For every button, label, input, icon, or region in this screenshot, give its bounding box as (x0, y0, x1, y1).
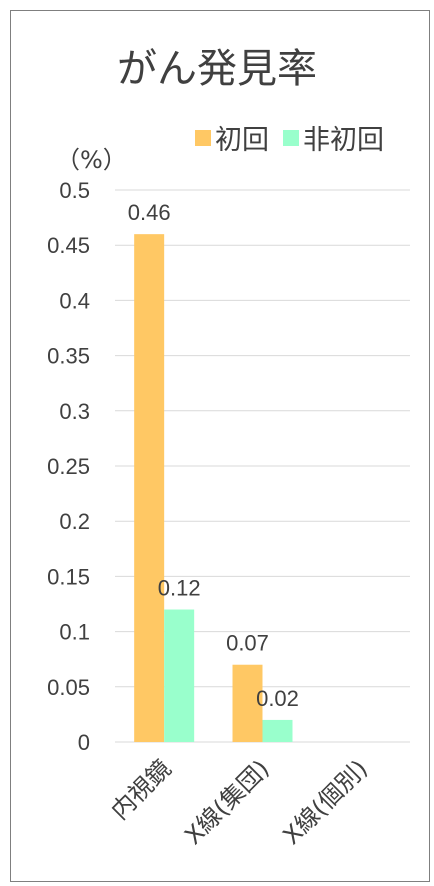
chart-frame (10, 10, 430, 882)
legend-swatch-repeat (283, 129, 299, 146)
y-tick-label: 0.5 (59, 178, 90, 203)
category-label: X線(集団) (179, 754, 275, 850)
category-label: X線(個別) (277, 754, 373, 850)
bar (134, 234, 165, 742)
bar (262, 719, 293, 742)
bar (232, 664, 263, 742)
category-label: 内視鏡 (106, 754, 177, 825)
data-label: 0.07 (226, 631, 269, 656)
y-tick-label: 0.45 (47, 233, 90, 258)
data-label: 0.02 (256, 686, 299, 711)
legend-swatch-first (195, 129, 211, 146)
legend-item-repeat: 非初回 (283, 118, 384, 157)
y-tick-label: 0 (78, 730, 90, 755)
y-tick-label: 0.05 (47, 675, 90, 700)
chart-title: がん発見率 (117, 46, 317, 92)
legend-label-repeat: 非初回 (303, 125, 384, 156)
y-tick-label: 0.3 (59, 399, 90, 424)
y-tick-label: 0.1 (59, 620, 90, 645)
legend-item-first: 初回 (195, 118, 269, 157)
y-tick-label: 0.35 (47, 344, 90, 369)
y-tick-label: 0.25 (47, 454, 90, 479)
legend-label-first: 初回 (215, 125, 269, 156)
data-label: 0.46 (128, 200, 171, 225)
data-label: 0.12 (158, 576, 201, 601)
y-tick-label: 0.4 (59, 288, 90, 313)
y-axis-unit-label: （%） (56, 146, 127, 174)
legend: 初回 非初回 (195, 118, 398, 157)
bar (164, 609, 195, 742)
y-tick-label: 0.2 (59, 509, 90, 534)
y-tick-label: 0.15 (47, 564, 90, 589)
